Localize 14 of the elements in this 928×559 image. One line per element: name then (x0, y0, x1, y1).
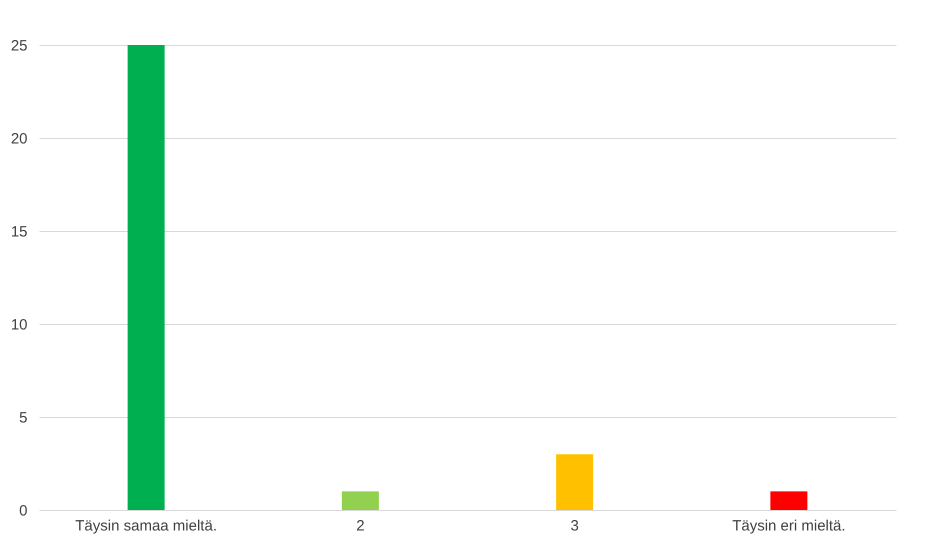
x-tick-label: 2 (356, 518, 365, 534)
x-tick-label: Täysin eri mieltä. (732, 518, 846, 534)
bar (556, 454, 594, 510)
y-tick-label: 20 (10, 130, 28, 148)
y-tick-label: 10 (10, 316, 28, 334)
bar (770, 491, 808, 510)
y-tick-label: 0 (19, 502, 28, 520)
y-tick-label: 15 (10, 224, 28, 240)
bar (128, 45, 165, 510)
x-tick-label: Täysin samaa mieltä. (75, 518, 217, 534)
bar (342, 491, 379, 510)
y-tick-label: 25 (10, 38, 28, 54)
x-tick-label: 3 (570, 518, 579, 534)
y-tick-label: 5 (19, 410, 28, 426)
